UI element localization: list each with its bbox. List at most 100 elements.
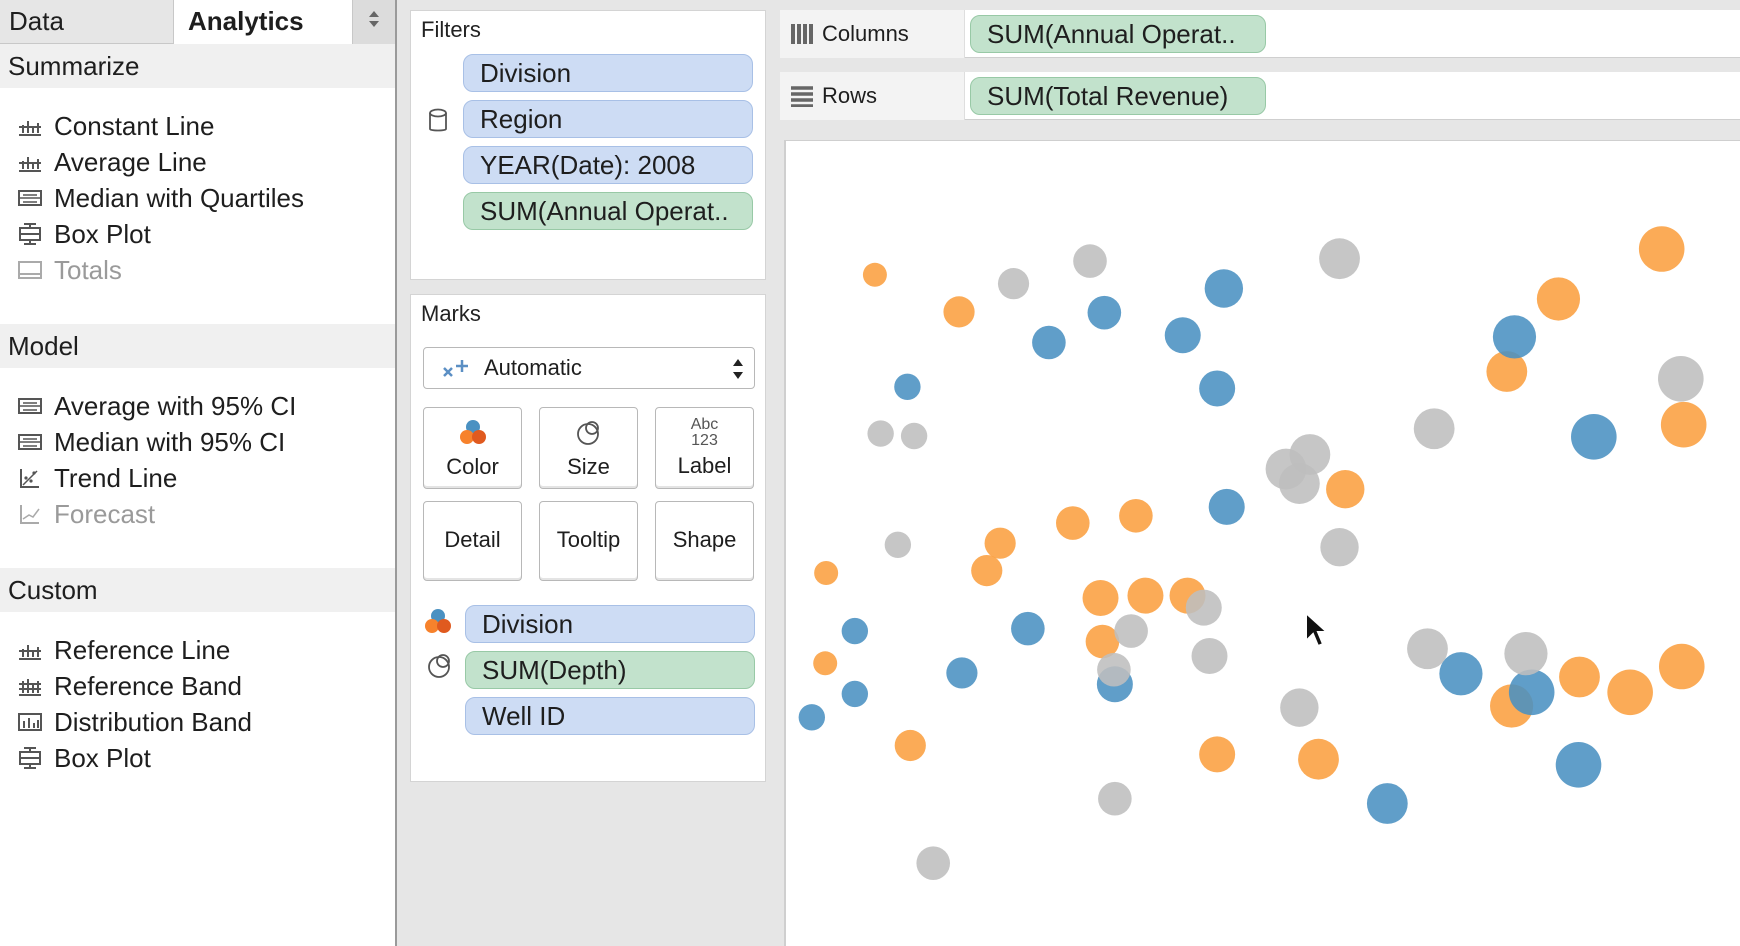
rows-shelf[interactable]: Rows SUM(Total Revenue) bbox=[780, 72, 1740, 120]
scatter-point[interactable] bbox=[1204, 269, 1244, 308]
analytics-item-trend-line[interactable]: Trend Line bbox=[0, 460, 177, 496]
columns-shelf[interactable]: Columns SUM(Annual Operat.. bbox=[780, 10, 1740, 58]
detail-button[interactable]: Detail bbox=[423, 501, 522, 581]
mark-type-label: Automatic bbox=[484, 355, 582, 380]
scatter-point[interactable] bbox=[971, 554, 1003, 587]
analytics-item-reference-band[interactable]: Reference Band bbox=[0, 668, 242, 704]
scatter-point[interactable] bbox=[1127, 577, 1164, 614]
size-button[interactable]: Size bbox=[539, 407, 638, 489]
scatter-point[interactable] bbox=[841, 617, 869, 645]
scatter-point[interactable] bbox=[1559, 656, 1600, 698]
filter-pill-region[interactable]: Region bbox=[463, 100, 753, 138]
scatter-point[interactable] bbox=[1119, 498, 1153, 533]
scatter-point[interactable] bbox=[1508, 669, 1555, 716]
scatter-point[interactable] bbox=[1660, 401, 1707, 448]
scatter-point[interactable] bbox=[1555, 742, 1602, 788]
analytics-item-box-plot[interactable]: Box Plot bbox=[0, 216, 151, 252]
pane-menu-button[interactable] bbox=[352, 0, 395, 44]
scatter-point[interactable] bbox=[946, 657, 978, 689]
scatter-point[interactable] bbox=[997, 268, 1030, 300]
scatter-point[interactable] bbox=[1326, 469, 1365, 509]
filter-pill-division[interactable]: Division bbox=[463, 54, 753, 92]
scatter-point[interactable] bbox=[1191, 638, 1228, 675]
marks-pill-well-id[interactable]: Well ID bbox=[465, 697, 755, 735]
analytics-item-median-ci[interactable]: Median with 95% CI bbox=[0, 424, 285, 460]
mouse-cursor-icon bbox=[1305, 611, 1330, 648]
scatter-point[interactable] bbox=[1114, 614, 1148, 648]
scatter-point[interactable] bbox=[1658, 355, 1704, 402]
marks-pill-depth[interactable]: SUM(Depth) bbox=[465, 651, 755, 689]
scatter-point[interactable] bbox=[1032, 325, 1066, 360]
scatter-point[interactable] bbox=[900, 422, 928, 450]
scatter-point[interactable] bbox=[1199, 736, 1236, 773]
filter-pill-annual-operating[interactable]: SUM(Annual Operat.. bbox=[463, 192, 753, 230]
scatter-point[interactable] bbox=[1185, 589, 1222, 626]
scatter-point[interactable] bbox=[1320, 528, 1359, 567]
analytics-item-box-plot-custom[interactable]: Box Plot bbox=[0, 740, 151, 776]
totals-icon bbox=[12, 258, 48, 282]
scatter-point[interactable] bbox=[984, 527, 1016, 559]
scatter-point[interactable] bbox=[1298, 738, 1339, 780]
scatter-point[interactable] bbox=[1607, 669, 1653, 716]
scatter-point[interactable] bbox=[1319, 238, 1360, 280]
scatter-point[interactable] bbox=[1638, 226, 1685, 272]
tooltip-button[interactable]: Tooltip bbox=[539, 501, 638, 581]
shape-button[interactable]: Shape bbox=[655, 501, 754, 581]
analytics-item-average-ci[interactable]: Average with 95% CI bbox=[0, 388, 296, 424]
rows-pill[interactable]: SUM(Total Revenue) bbox=[970, 77, 1266, 115]
scatter-point[interactable] bbox=[1439, 652, 1483, 696]
scatter-point[interactable] bbox=[1413, 408, 1455, 450]
scatter-point[interactable] bbox=[1571, 414, 1617, 460]
analytics-item-average-line[interactable]: Average Line bbox=[0, 144, 207, 180]
scatter-point[interactable] bbox=[943, 296, 975, 328]
color-button[interactable]: Color bbox=[423, 407, 522, 489]
scatter-point[interactable] bbox=[894, 373, 921, 401]
scatter-point[interactable] bbox=[1278, 463, 1320, 504]
marks-pill-division[interactable]: Division bbox=[465, 605, 755, 643]
scatter-point[interactable] bbox=[1504, 632, 1548, 676]
analytics-item-label: Reference Line bbox=[54, 634, 231, 665]
scatter-point[interactable] bbox=[1199, 370, 1236, 407]
analytics-item-distribution-band[interactable]: Distribution Band bbox=[0, 704, 252, 740]
columns-pill[interactable]: SUM(Annual Operat.. bbox=[970, 15, 1266, 53]
mark-type-dropdown[interactable]: Automatic bbox=[423, 347, 755, 389]
scatter-point[interactable] bbox=[1011, 611, 1045, 646]
analytics-item-reference-line[interactable]: Reference Line bbox=[0, 632, 230, 668]
scatter-plot[interactable] bbox=[786, 141, 1740, 946]
columns-shelf-label: Columns bbox=[780, 10, 965, 58]
analytics-item-label: Reference Band bbox=[54, 670, 242, 701]
tab-analytics[interactable]: Analytics bbox=[174, 0, 352, 44]
scatter-point[interactable] bbox=[814, 561, 839, 586]
scatter-point[interactable] bbox=[1492, 315, 1537, 359]
scatter-point[interactable] bbox=[841, 680, 869, 708]
scatter-point[interactable] bbox=[813, 651, 838, 676]
scatter-point[interactable] bbox=[1097, 652, 1131, 687]
analytics-item-constant-line[interactable]: Constant Line bbox=[0, 108, 214, 144]
scatter-point[interactable] bbox=[1056, 506, 1090, 540]
filters-card: Filters Division Region YEAR(Date): 2008… bbox=[410, 10, 766, 280]
scatter-point[interactable] bbox=[1208, 488, 1245, 525]
label-button[interactable]: Abc 123 Label bbox=[655, 407, 754, 489]
scatter-point[interactable] bbox=[867, 420, 894, 447]
scatter-point[interactable] bbox=[1164, 317, 1201, 354]
scatter-point[interactable] bbox=[862, 262, 887, 287]
tab-data[interactable]: Data bbox=[0, 0, 174, 44]
scatter-point[interactable] bbox=[1082, 580, 1119, 617]
scatter-point[interactable] bbox=[1366, 783, 1408, 824]
scatter-chart-area[interactable] bbox=[784, 140, 1740, 946]
scatter-point[interactable] bbox=[884, 531, 912, 559]
scatter-point[interactable] bbox=[894, 729, 926, 762]
scatter-point[interactable] bbox=[1407, 628, 1448, 670]
scatter-point[interactable] bbox=[1486, 351, 1528, 392]
scatter-point[interactable] bbox=[1098, 781, 1132, 816]
scatter-point[interactable] bbox=[1280, 688, 1319, 727]
scatter-point[interactable] bbox=[1536, 277, 1581, 321]
scatter-point[interactable] bbox=[798, 704, 826, 731]
scatter-point[interactable] bbox=[1087, 295, 1122, 330]
scatter-point[interactable] bbox=[1085, 624, 1120, 659]
filter-pill-year[interactable]: YEAR(Date): 2008 bbox=[463, 146, 753, 184]
scatter-point[interactable] bbox=[1073, 244, 1107, 278]
scatter-point[interactable] bbox=[916, 846, 951, 880]
scatter-point[interactable] bbox=[1658, 643, 1705, 690]
analytics-item-median-quartiles[interactable]: Median with Quartiles bbox=[0, 180, 304, 216]
